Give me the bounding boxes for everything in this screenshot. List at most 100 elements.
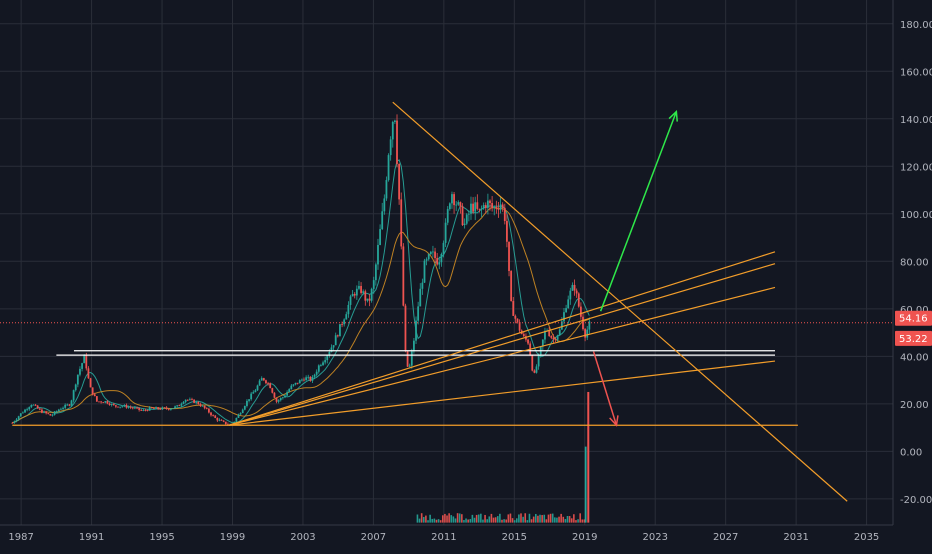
volume-bar (499, 513, 501, 523)
candle-body (17, 416, 20, 420)
candle-body (575, 290, 578, 294)
volume-bar (509, 513, 512, 523)
moving-averages (12, 159, 590, 424)
candle-body (343, 319, 346, 325)
price-label-box (895, 330, 932, 346)
price-label-box (895, 310, 932, 326)
volume-bar (564, 519, 567, 523)
candle-body (461, 206, 464, 226)
candle-body (499, 204, 502, 210)
candle-body (216, 417, 219, 421)
candle-body (432, 251, 434, 253)
volume-bar (554, 517, 556, 523)
volume-bar (568, 516, 571, 523)
volume-bar (524, 513, 527, 523)
x-tick-label: 2011 (431, 532, 456, 543)
candle-body (193, 399, 195, 403)
candle-body (510, 271, 513, 302)
candle-body (565, 308, 567, 313)
candle-body (11, 422, 14, 424)
volume-bar (583, 519, 586, 523)
candle-body (400, 199, 403, 247)
candle-body (425, 259, 428, 261)
candle-body (100, 401, 103, 403)
volume-bar (454, 518, 457, 523)
candle-body (419, 288, 422, 307)
candle-body (134, 407, 136, 409)
candle-body (349, 296, 352, 305)
candle-body (254, 390, 257, 393)
candle-body (129, 407, 132, 408)
trend-line (228, 263, 776, 426)
volume-bar (467, 519, 469, 523)
candle-body (436, 258, 439, 265)
candle-body (98, 401, 100, 403)
candle-body (307, 376, 310, 378)
candle-body (250, 393, 253, 400)
candle-body (131, 407, 134, 409)
candle-body (413, 340, 415, 352)
candle-body (38, 408, 41, 410)
volume-bar (511, 518, 514, 523)
candle-body (372, 280, 375, 289)
candle-body (434, 251, 436, 259)
candle-body (374, 264, 377, 281)
candle-body (144, 410, 147, 411)
candle-body (360, 286, 362, 293)
y-tick-label: 140.00 (900, 115, 932, 126)
candle-body (467, 213, 470, 215)
candle-body (554, 339, 557, 340)
candle-body (212, 415, 215, 417)
candle-body (300, 379, 303, 381)
candle-body (537, 355, 540, 367)
candle-body (207, 408, 210, 413)
volume-bar (492, 517, 495, 523)
candle-body (45, 411, 48, 414)
y-tick-label: 160.00 (900, 67, 932, 78)
candle-body (241, 409, 244, 414)
volume-bar (452, 516, 455, 523)
volume-bar (463, 520, 465, 523)
volume-bar (575, 520, 577, 523)
candle-body (480, 208, 483, 210)
volume-bar (543, 514, 546, 523)
y-tick-label: 80.00 (900, 257, 929, 268)
candle-body (142, 410, 145, 411)
candle-body (322, 362, 324, 366)
volume-bar (490, 513, 493, 523)
volume-bar (448, 513, 450, 523)
candle-body (393, 120, 396, 122)
candle-body (497, 208, 500, 210)
candle-body (569, 290, 572, 300)
candle-body (43, 411, 45, 413)
candle-body (303, 379, 305, 381)
candle-body (355, 288, 358, 296)
candle-body (313, 374, 316, 377)
candle-body (271, 388, 274, 393)
candle-body (123, 405, 126, 407)
candle-body (527, 339, 529, 344)
x-tick-label: 1999 (220, 532, 245, 543)
candle-body (292, 384, 295, 386)
candle-body (503, 207, 506, 221)
candle-body (446, 209, 449, 223)
candle-body (275, 397, 278, 402)
candle-body (290, 385, 293, 390)
candle-body (157, 407, 160, 409)
candle-body (459, 202, 462, 207)
candle-body (311, 376, 314, 381)
candle-body (389, 139, 392, 156)
candle-body (104, 401, 107, 403)
candle-body (531, 355, 534, 371)
candle-body (34, 404, 37, 406)
volume-bar (573, 514, 575, 523)
candle-body (339, 324, 341, 337)
x-tick-label: 2035 (854, 532, 879, 543)
candle-body (518, 322, 521, 331)
volume-bar (456, 513, 459, 523)
candle-body (167, 408, 170, 410)
candle-body (478, 208, 481, 210)
candle-body (309, 376, 312, 381)
